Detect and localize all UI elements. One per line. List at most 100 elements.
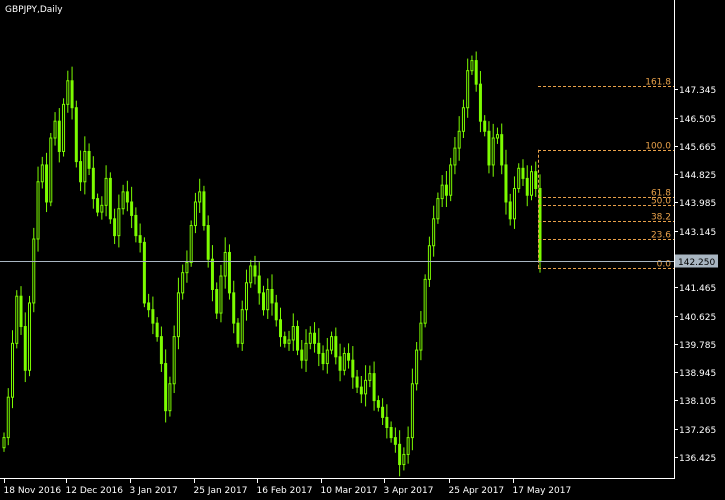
candle [372, 361, 376, 411]
y-tick-label: 138.945 [679, 369, 716, 379]
candle-body [274, 302, 278, 321]
candle [176, 277, 180, 350]
candle [364, 365, 368, 407]
candle-body [389, 427, 393, 439]
candle [521, 159, 525, 186]
candle-body [244, 282, 248, 311]
candle-body [419, 322, 423, 351]
candle-body [342, 352, 346, 371]
candle [91, 156, 95, 209]
candle-body [478, 83, 482, 122]
candle-body [11, 342, 15, 398]
fib-level-label: 61.8 [651, 189, 671, 199]
candle-body [291, 326, 295, 341]
candle [244, 269, 248, 321]
candle [266, 278, 270, 319]
x-tick-label: 18 Nov 2016 [4, 486, 62, 496]
candle [342, 347, 346, 376]
candle [249, 259, 253, 288]
candle [219, 264, 223, 323]
candle-body [113, 218, 117, 237]
candle [296, 320, 300, 356]
candle-body [261, 292, 265, 311]
candle-body [91, 167, 95, 200]
candle-body [279, 319, 283, 338]
candle-body [330, 336, 334, 351]
candle-body [347, 352, 351, 361]
candle [529, 165, 533, 201]
candle [83, 136, 87, 195]
candle [232, 280, 236, 334]
candle-body [100, 204, 104, 213]
candle [159, 326, 163, 372]
candle [440, 175, 444, 208]
candle-body [185, 262, 189, 274]
candle [381, 398, 385, 425]
candle [2, 432, 6, 452]
candle-body [79, 161, 83, 183]
candle-body [402, 453, 406, 466]
candle [410, 368, 414, 451]
x-axis: 18 Nov 2016 12 Dec 2016 3 Jan 2017 25 Jan 2… [4, 478, 571, 496]
candle-body [444, 184, 448, 196]
candle-body [210, 258, 214, 290]
candle-body [296, 326, 300, 351]
candle [130, 186, 134, 229]
candle-body [45, 164, 49, 203]
candle-body [227, 251, 231, 294]
candle [66, 70, 70, 113]
candle [308, 326, 312, 350]
candle [261, 285, 265, 316]
candle [436, 192, 440, 224]
x-tick-label: 10 Mar 2017 [321, 486, 378, 496]
x-tick-label: 16 Feb 2017 [257, 486, 313, 496]
candle [517, 163, 521, 193]
candle-body [508, 201, 512, 220]
candle-body [368, 373, 372, 381]
candle [74, 100, 78, 168]
candle [376, 395, 380, 412]
candle [393, 427, 397, 453]
candle-body [470, 60, 474, 72]
candle [125, 180, 129, 212]
candle [351, 346, 355, 389]
candle [415, 342, 419, 391]
candle-body [449, 164, 453, 196]
candle [45, 152, 49, 213]
candle [151, 296, 155, 335]
candle-body [359, 386, 363, 395]
candle [172, 325, 176, 394]
candle-body [500, 134, 504, 166]
candle-body [427, 245, 431, 280]
candle-body [253, 265, 257, 277]
candle-body [300, 349, 304, 361]
candle [227, 244, 231, 300]
candle-body [270, 288, 274, 304]
candle [461, 99, 465, 139]
fib-level-label: 23.6 [651, 231, 671, 241]
candle-body [304, 342, 308, 361]
candle [121, 184, 125, 215]
candle [206, 215, 210, 268]
candle [185, 250, 189, 283]
candle [317, 328, 321, 367]
candle-body [266, 288, 270, 311]
candle-body [28, 302, 32, 371]
candle [117, 194, 121, 248]
candle-body [351, 359, 355, 378]
candle-body [406, 437, 410, 455]
candle [168, 376, 172, 417]
candle [23, 312, 27, 383]
candle-body [249, 265, 253, 284]
candle [215, 282, 219, 319]
candle [49, 132, 53, 207]
candle-body [504, 164, 508, 203]
candles [2, 51, 542, 477]
candle-body [202, 191, 206, 227]
candle-body [334, 336, 338, 358]
candle [181, 264, 185, 300]
candle-body [36, 181, 40, 240]
fib-level-label: 0.0 [657, 260, 672, 270]
current-price-tag [675, 254, 718, 268]
